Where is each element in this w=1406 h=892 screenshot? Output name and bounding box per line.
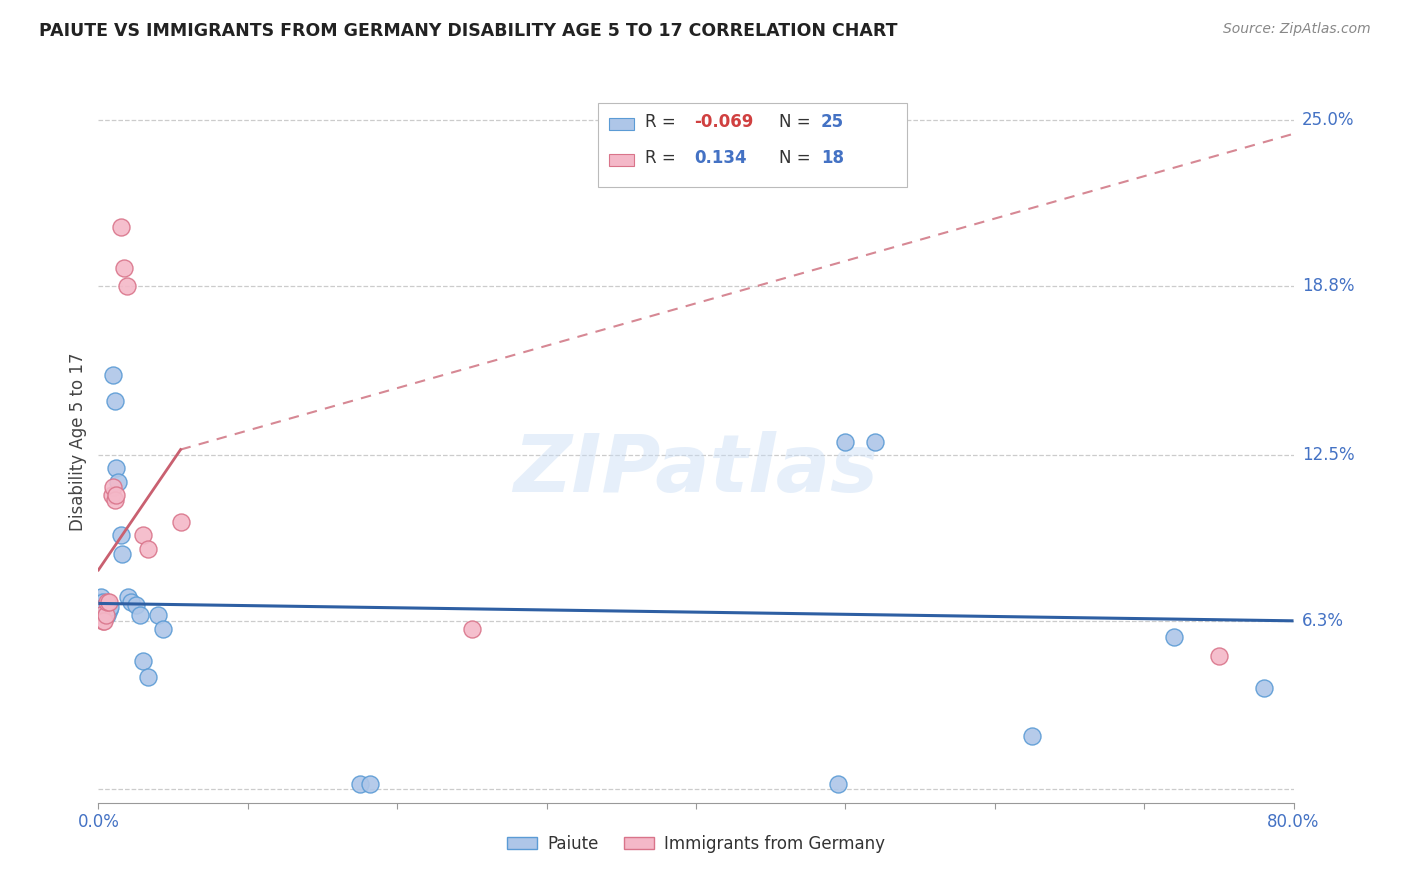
Point [112, 260, 135, 275]
Text: PAIUTE VS IMMIGRANTS FROM GERMANY DISABILITY AGE 5 TO 17 CORRELATION CHART: PAIUTE VS IMMIGRANTS FROM GERMANY DISABI… [39, 22, 898, 40]
Text: 25: 25 [821, 113, 844, 131]
Point [1253, 681, 1275, 695]
Point [96, 595, 118, 609]
Text: 6.3%: 6.3% [1302, 612, 1344, 630]
Point [90, 608, 112, 623]
Point [359, 777, 381, 791]
Point [94, 608, 117, 623]
Point [349, 777, 371, 791]
Text: N =: N = [779, 149, 810, 167]
Text: -0.069: -0.069 [695, 113, 754, 131]
Point [461, 622, 484, 636]
Text: 0.134: 0.134 [695, 149, 747, 167]
Point [1163, 630, 1185, 644]
Text: 18.8%: 18.8% [1302, 277, 1354, 295]
Point [132, 528, 155, 542]
Text: Source: ZipAtlas.com: Source: ZipAtlas.com [1223, 22, 1371, 37]
Point [91, 595, 114, 609]
Point [148, 608, 170, 623]
Point [117, 590, 139, 604]
Point [105, 488, 128, 502]
Point [115, 279, 138, 293]
Point [1208, 648, 1230, 663]
Point [93, 600, 115, 615]
Point [101, 488, 124, 502]
Point [91, 614, 114, 628]
Point [827, 777, 849, 791]
Point [1021, 729, 1043, 743]
Point [152, 622, 174, 636]
Text: 18: 18 [821, 149, 844, 167]
Point [129, 608, 152, 623]
Point [104, 394, 127, 409]
Text: ZIPatlas: ZIPatlas [513, 432, 879, 509]
Point [97, 595, 120, 609]
Point [110, 528, 132, 542]
Point [89, 595, 111, 609]
Point [125, 598, 148, 612]
Point [110, 220, 132, 235]
Point [169, 515, 191, 529]
Point [96, 608, 118, 623]
Point [103, 480, 125, 494]
Point [120, 595, 142, 609]
Point [136, 541, 159, 556]
Point [136, 670, 159, 684]
Point [107, 475, 129, 489]
Text: 12.5%: 12.5% [1302, 446, 1354, 464]
Point [98, 600, 122, 615]
Y-axis label: Disability Age 5 to 17: Disability Age 5 to 17 [69, 352, 87, 531]
Text: R =: R = [645, 149, 676, 167]
Point [104, 493, 127, 508]
Point [834, 434, 856, 449]
Text: R =: R = [645, 113, 676, 131]
Text: 25.0%: 25.0% [1302, 112, 1354, 129]
Point [105, 461, 128, 475]
Legend: Paiute, Immigrants from Germany: Paiute, Immigrants from Germany [501, 828, 891, 860]
Point [97, 603, 120, 617]
Point [94, 606, 117, 620]
Point [865, 434, 887, 449]
Point [93, 614, 115, 628]
Point [111, 547, 134, 561]
Text: N =: N = [779, 113, 810, 131]
Point [90, 590, 112, 604]
Point [132, 654, 155, 668]
Point [103, 368, 125, 382]
